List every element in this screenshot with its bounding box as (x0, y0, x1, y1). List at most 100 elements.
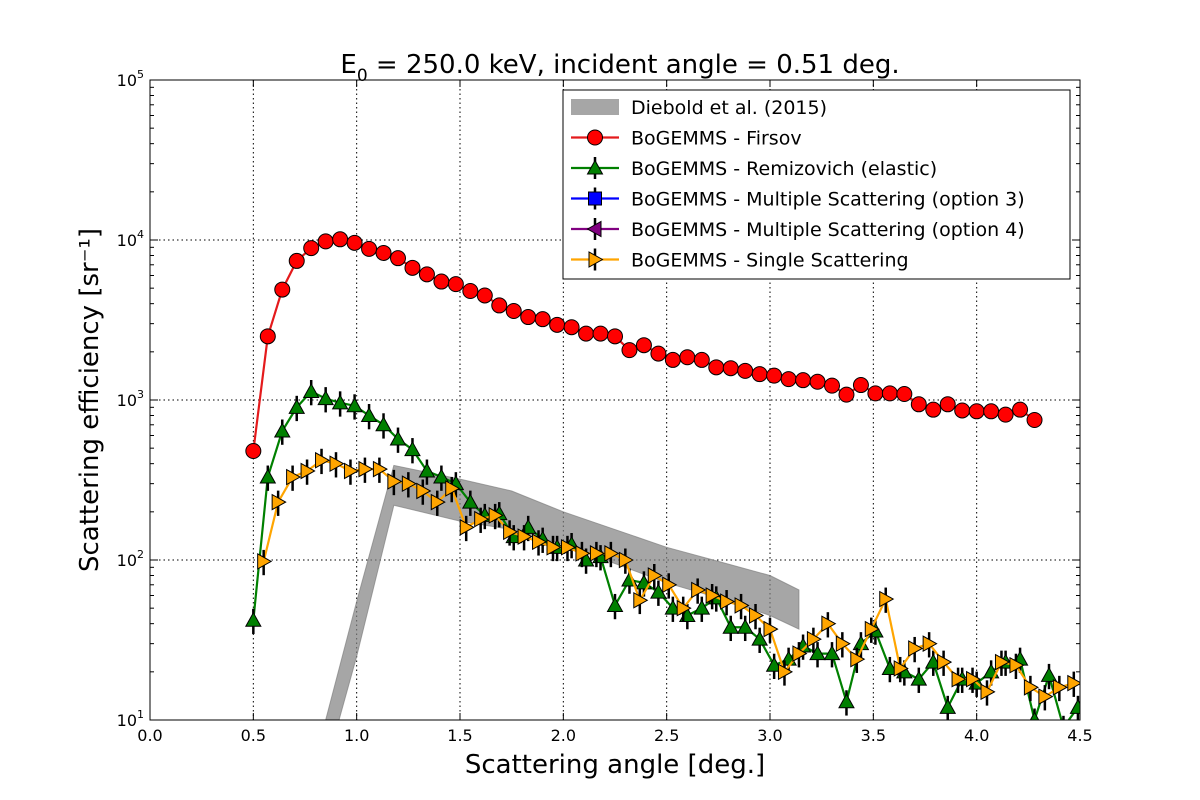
data-point (823, 645, 841, 661)
chart-title-suffix: = 250.0 keV, incident angle = 0.51 deg. (368, 50, 900, 80)
data-point (722, 360, 739, 377)
data-point (1052, 678, 1068, 696)
data-point (300, 462, 316, 480)
data-point (662, 576, 678, 594)
data-point (273, 422, 291, 438)
data-point (838, 386, 855, 403)
legend-entry-0: BoGEMMS - Firsov (571, 128, 802, 150)
data-point (534, 311, 551, 328)
data-point (908, 640, 924, 657)
x-axis-label: Scattering angle [deg.] (465, 750, 765, 780)
data-point (317, 233, 334, 250)
data-point (1040, 666, 1058, 682)
data-point (372, 460, 388, 478)
legend-label: BoGEMMS - Multiple Scattering (option 3) (631, 189, 1025, 211)
data-point (867, 385, 884, 402)
data-point (650, 345, 667, 362)
data-point (1038, 688, 1054, 705)
data-point (824, 377, 840, 394)
data-point (401, 475, 417, 493)
data-point (968, 403, 985, 420)
data-point (476, 287, 493, 304)
data-point (939, 698, 957, 714)
data-point (433, 273, 450, 290)
data-point (650, 583, 667, 599)
legend-entry-3: BoGEMMS - Multiple Scattering (option 4) (571, 218, 1025, 241)
data-point (925, 401, 942, 418)
data-point (983, 403, 1000, 420)
data-point (1023, 678, 1039, 696)
data-point (910, 670, 928, 686)
data-point (881, 385, 898, 402)
data-point (259, 468, 277, 484)
x-tick-label: 1.5 (447, 726, 472, 745)
legend-box (562, 89, 1071, 280)
data-point (679, 349, 696, 366)
legend-marker (588, 191, 602, 206)
x-tick-label: 2.0 (551, 726, 576, 745)
data-point (922, 635, 938, 653)
data-point (633, 591, 649, 609)
data-point (286, 468, 302, 486)
data-point (864, 620, 880, 638)
legend-label: Diebold et al. (2015) (631, 97, 827, 119)
data-point (387, 473, 403, 490)
data-point (358, 460, 374, 478)
data-point (1029, 711, 1040, 720)
data-point (647, 567, 663, 584)
x-tick-label: 1.0 (344, 726, 369, 745)
data-point (606, 596, 624, 612)
y-tick-label: 102 (117, 548, 144, 570)
data-point (317, 390, 335, 406)
x-tick-label: 2.5 (654, 726, 679, 745)
data-point (575, 545, 591, 562)
data-point (346, 234, 363, 251)
data-point (939, 396, 956, 413)
legend-entry-1: BoGEMMS - Remizovich (elastic) (571, 157, 937, 180)
data-point (734, 597, 750, 614)
data-point (879, 590, 895, 608)
data-point (488, 507, 504, 524)
chart-title-prefix: E (340, 50, 356, 80)
data-point (850, 650, 866, 668)
data-point (795, 372, 812, 389)
data-point (693, 351, 710, 368)
data-point (806, 630, 822, 648)
data-point (332, 231, 349, 248)
data-point (274, 281, 291, 298)
data-point (560, 538, 576, 556)
data-point (664, 351, 681, 368)
y-tick-label: 101 (117, 708, 144, 730)
legend-label: BoGEMMS - Single Scattering (631, 250, 909, 272)
data-point (997, 406, 1014, 423)
data-point (520, 309, 537, 326)
data-point (592, 325, 609, 342)
data-point (418, 462, 436, 478)
data-point (893, 660, 909, 677)
chart-title: E0 = 250.0 keV, incident angle = 0.51 de… (340, 50, 899, 86)
data-point (259, 328, 276, 345)
legend-marker (586, 220, 602, 238)
data-point (737, 362, 754, 379)
data-point (954, 402, 971, 419)
data-point (1012, 401, 1029, 418)
legend-label: BoGEMMS - Firsov (631, 128, 802, 150)
data-point (346, 397, 363, 413)
data-point (708, 359, 725, 376)
data-point (459, 518, 475, 536)
legend-entry-4: BoGEMMS - Single Scattering (571, 248, 909, 272)
data-point (910, 396, 927, 413)
legend-entry-2: BoGEMMS - Multiple Scattering (option 3) (571, 187, 1025, 211)
data-point (980, 683, 996, 701)
data-point (389, 430, 407, 446)
data-point (881, 659, 899, 675)
data-point (635, 337, 652, 354)
data-point (1026, 411, 1043, 428)
data-point (618, 551, 634, 569)
data-point (302, 382, 320, 399)
data-point (809, 373, 826, 390)
data-point (896, 386, 913, 403)
series-layer (244, 231, 1080, 720)
data-point (331, 394, 349, 410)
data-point (604, 545, 620, 562)
